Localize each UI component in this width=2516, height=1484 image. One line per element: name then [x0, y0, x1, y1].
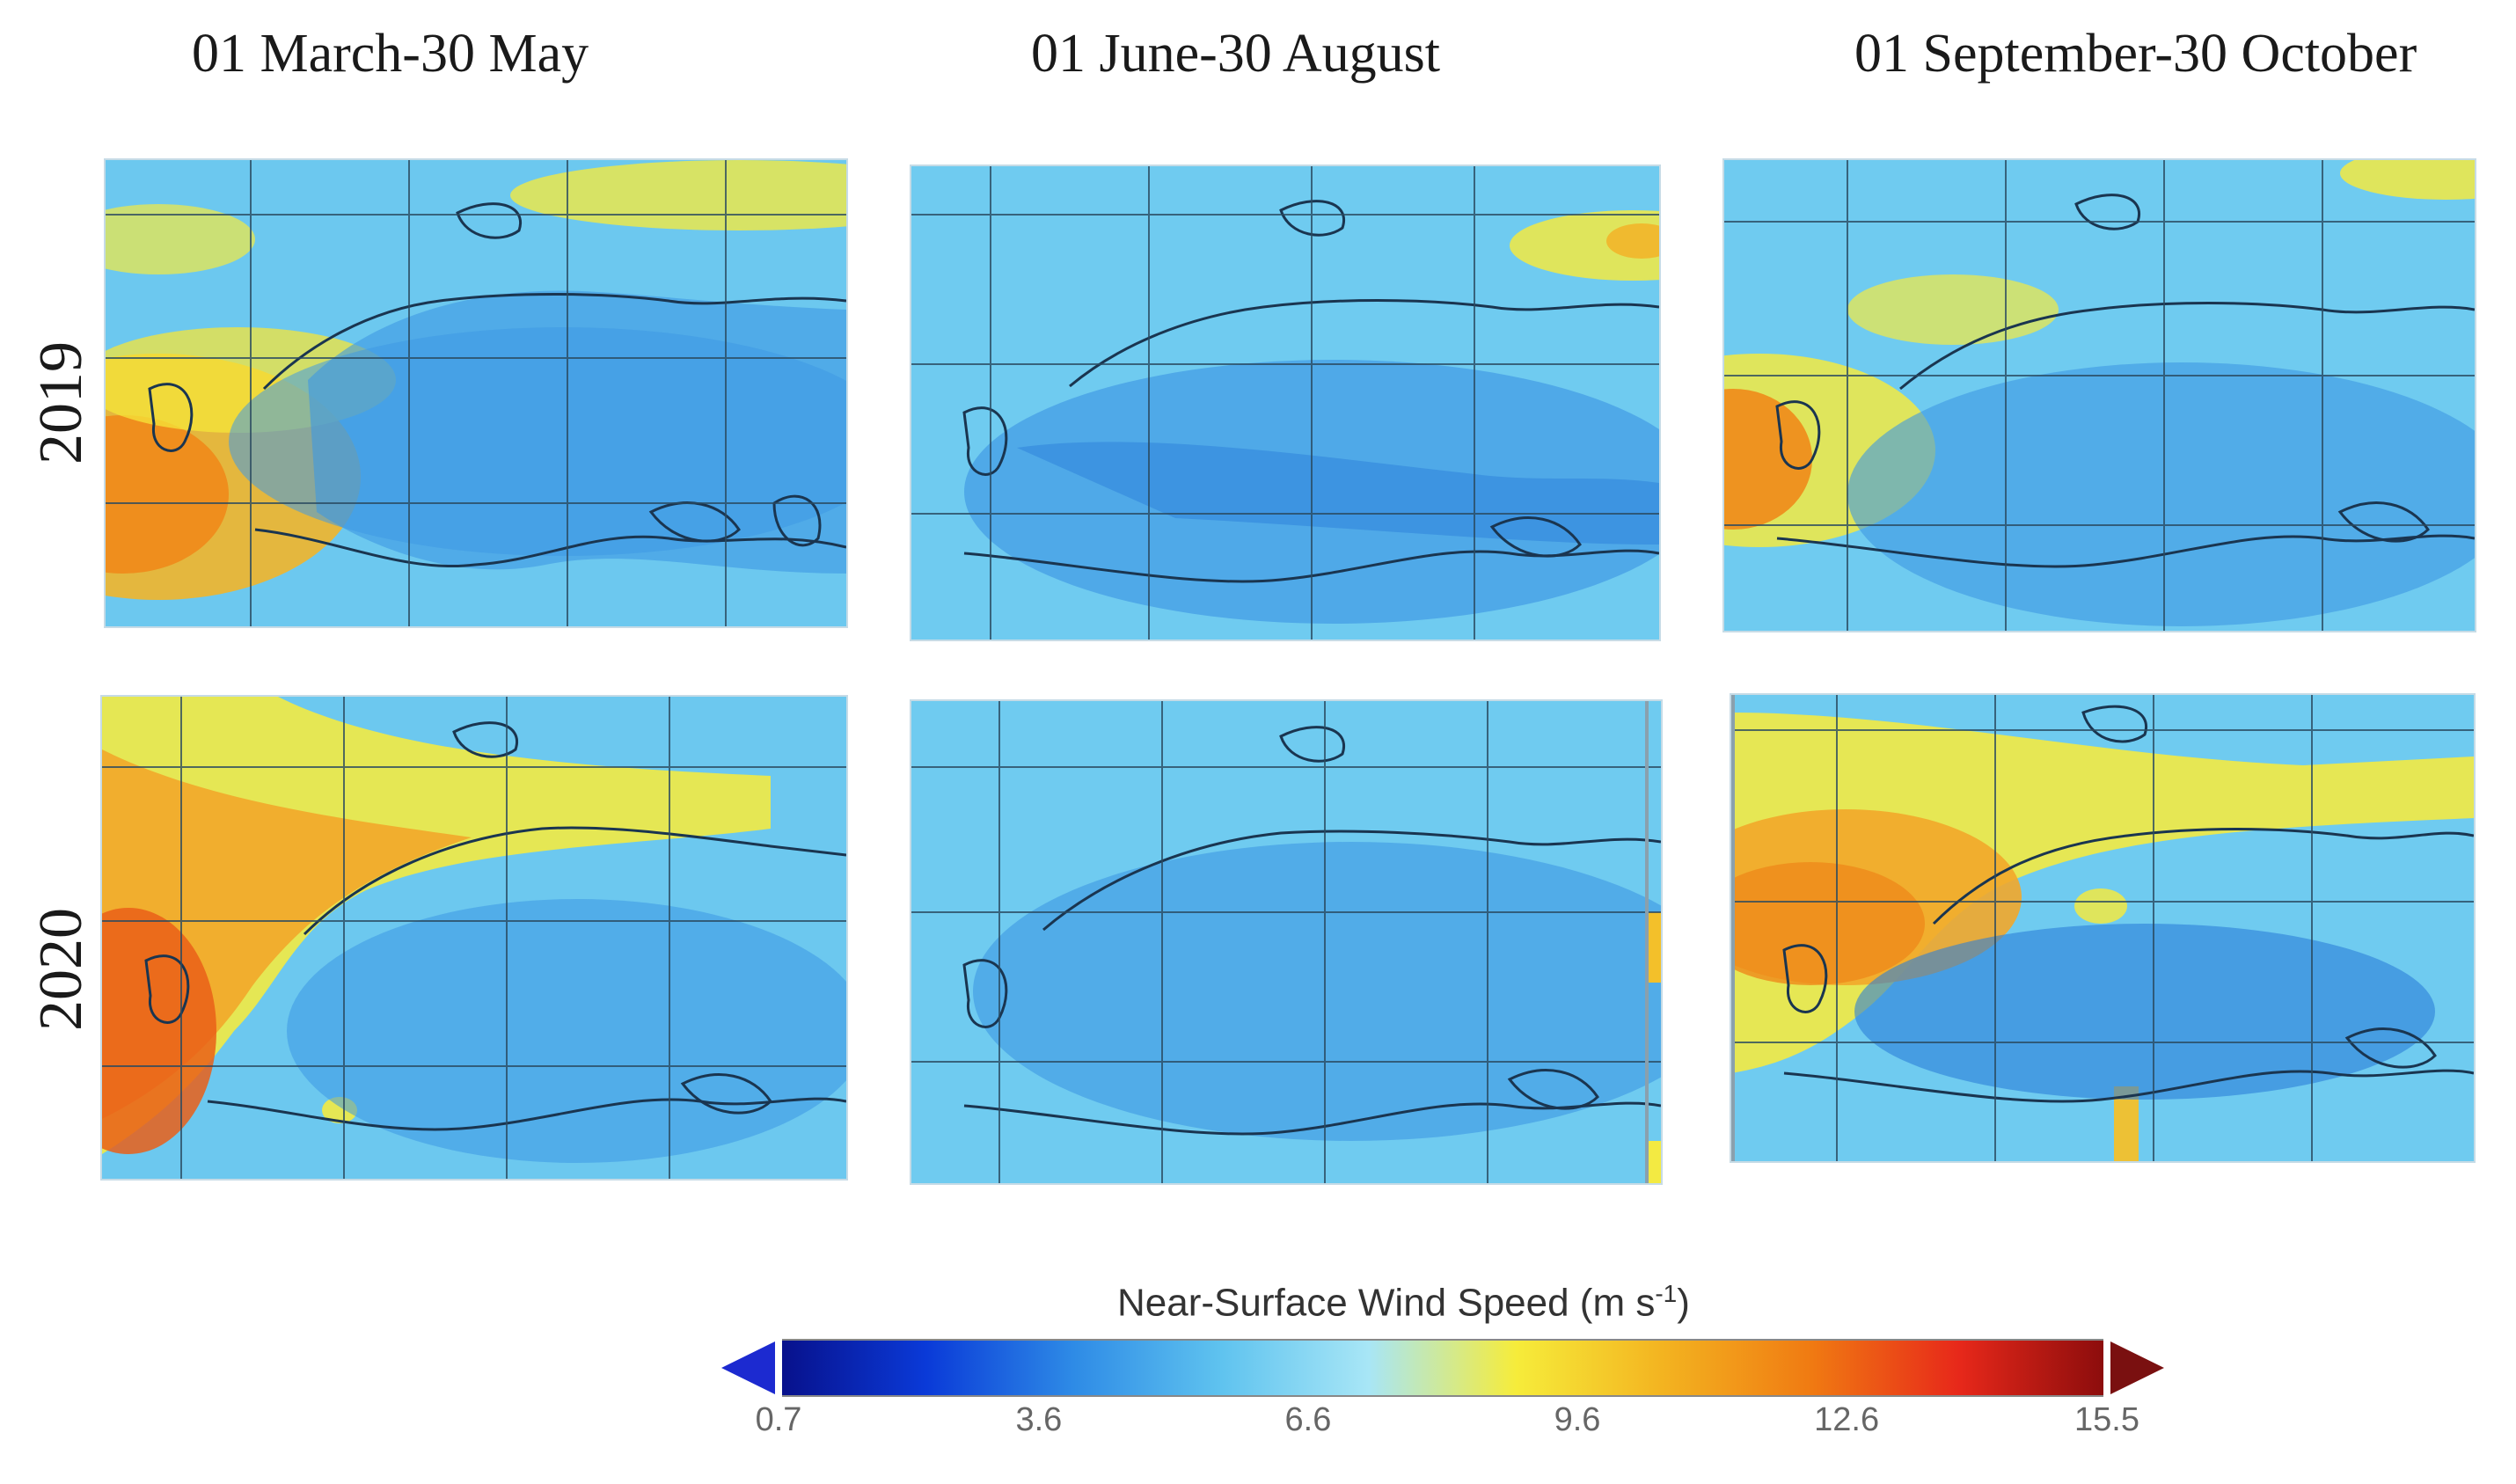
colorbar-tick-label: 12.6 [1814, 1401, 1880, 1438]
colorbar-tick-label: 9.6 [1554, 1401, 1601, 1438]
map-2020-summer [910, 699, 1663, 1185]
map-2020-autumn [1730, 693, 2476, 1163]
map-2020-spring [100, 695, 848, 1181]
map-2019-autumn [1722, 158, 2476, 632]
colorbar-tick-label: 6.6 [1284, 1401, 1332, 1438]
map-2019-summer [910, 164, 1661, 641]
colorbar-title: Near-Surface Wind Speed (m s-1) [1117, 1280, 1690, 1325]
colorbar [721, 1336, 2164, 1400]
column-title-autumn: 01 September-30 October [1854, 24, 2417, 84]
map-2019-spring [104, 158, 848, 628]
colorbar-gradient [778, 1339, 2108, 1397]
column-title-spring: 01 March-30 May [192, 24, 589, 84]
colorbar-tick-label: 0.7 [755, 1401, 802, 1438]
colorbar-over-arrow [2107, 1340, 2164, 1396]
colorbar-tick-label: 3.6 [1015, 1401, 1063, 1438]
row-title-2019: 2019 [27, 341, 95, 464]
colorbar-under-arrow [721, 1340, 779, 1396]
column-title-summer: 01 June-30 August [1031, 24, 1440, 84]
colorbar-tick-label: 15.5 [2074, 1401, 2139, 1438]
row-title-2020: 2020 [27, 908, 95, 1031]
